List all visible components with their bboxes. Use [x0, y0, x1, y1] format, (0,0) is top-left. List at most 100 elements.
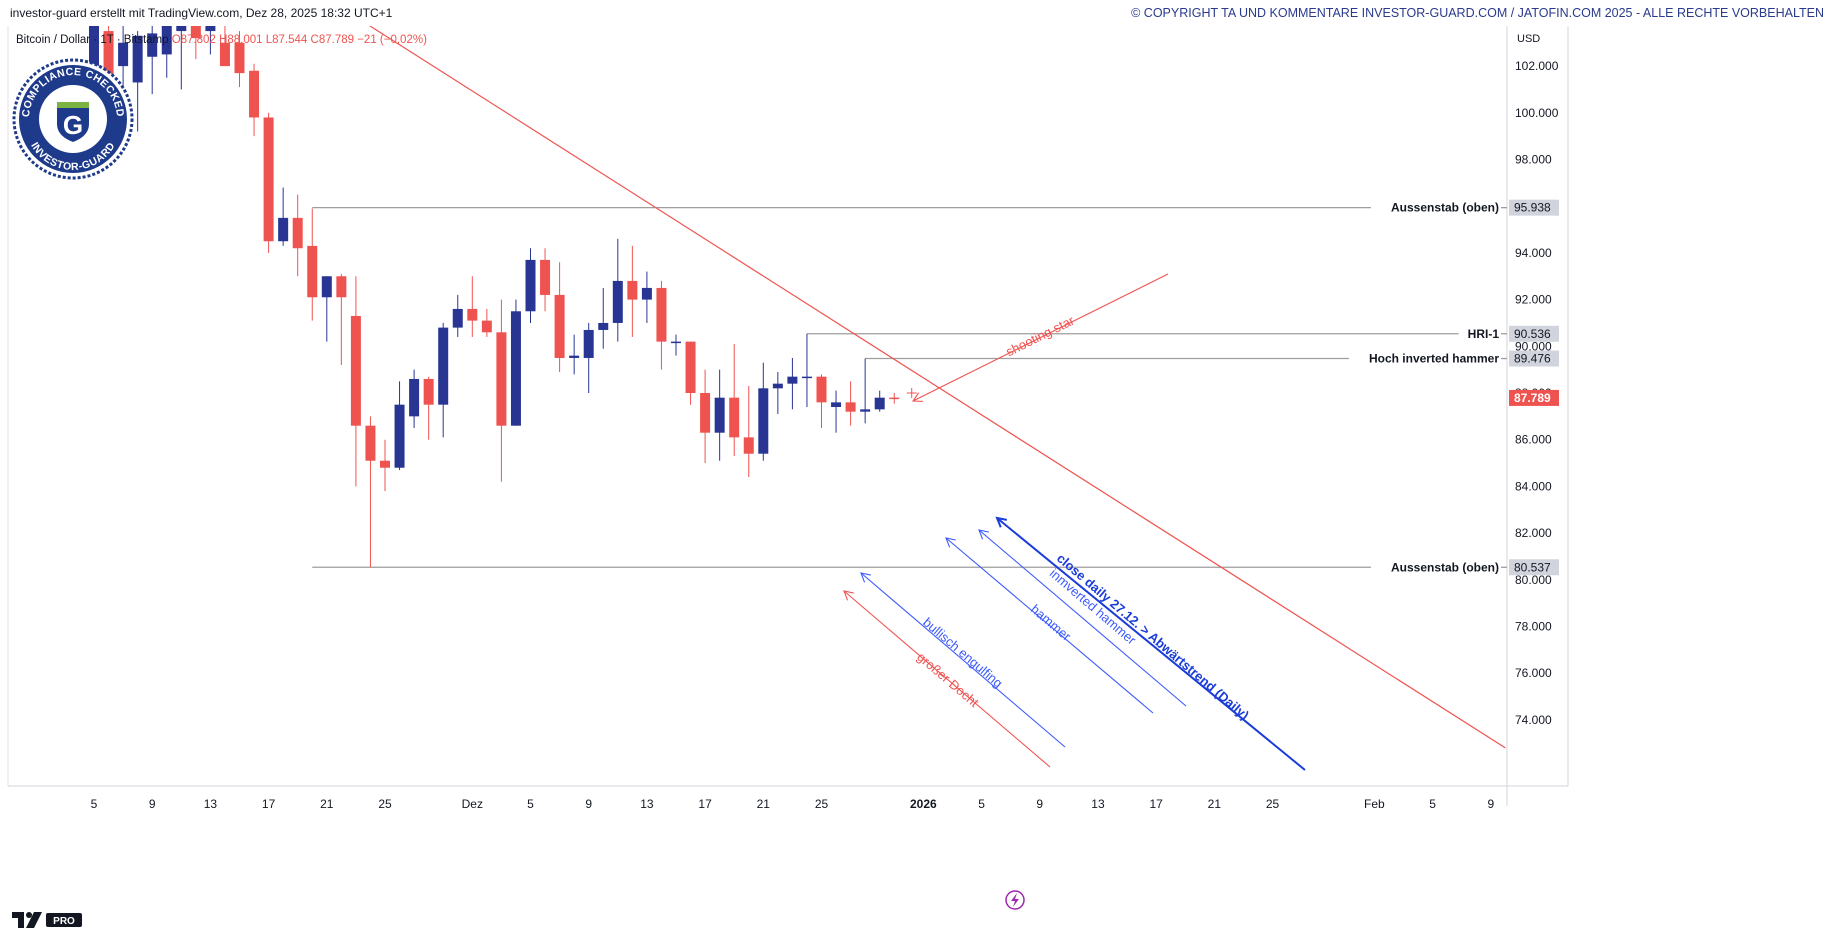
- x-tick-label: 25: [1266, 797, 1280, 811]
- candle-body[interactable]: [685, 341, 696, 393]
- candle-body[interactable]: [467, 308, 478, 321]
- candle-body[interactable]: [540, 259, 551, 295]
- candle-body[interactable]: [743, 437, 754, 454]
- candle-body[interactable]: [860, 409, 871, 412]
- candle-body[interactable]: [103, 31, 114, 90]
- candle-body[interactable]: [714, 397, 725, 433]
- candle-body[interactable]: [525, 259, 536, 312]
- symbol-name[interactable]: Bitcoin / Dollar · 1T · Bitstamp: [16, 34, 169, 46]
- candle-body[interactable]: [496, 332, 507, 426]
- candle-body[interactable]: [583, 329, 594, 358]
- candle-body[interactable]: [627, 280, 638, 300]
- candle-body[interactable]: [409, 378, 420, 417]
- tv-pro-label: PRO: [53, 916, 75, 927]
- candle-body[interactable]: [772, 383, 783, 389]
- candle-body[interactable]: [729, 397, 740, 438]
- candle-body[interactable]: [350, 315, 361, 426]
- candle-body[interactable]: [263, 117, 274, 242]
- attribution-text: investor-guard erstellt mit TradingView.…: [10, 6, 393, 20]
- y-tick-label: 78.000: [1515, 620, 1552, 634]
- candle-body[interactable]: [118, 42, 129, 67]
- candle-body[interactable]: [801, 376, 812, 379]
- candle-body[interactable]: [365, 425, 376, 461]
- candle-body[interactable]: [89, 19, 99, 78]
- x-tick-label: 17: [1149, 797, 1163, 811]
- candle-body[interactable]: [292, 217, 303, 249]
- hammer-arrow[interactable]: [945, 537, 1154, 714]
- y-tick-label: 102.000: [1515, 59, 1559, 73]
- candle-body[interactable]: [481, 320, 492, 333]
- inverted-hammer-arrow[interactable]: [978, 529, 1187, 707]
- close-daily-arrow[interactable]: [996, 517, 1306, 771]
- lightning-icon[interactable]: [1005, 890, 1025, 910]
- x-tick-label: 21: [320, 797, 334, 811]
- badge-letter: G: [63, 110, 83, 140]
- level-label: Aussenstab (oben): [1391, 201, 1499, 215]
- candle-body[interactable]: [700, 393, 711, 433]
- x-tick-label: 9: [1036, 797, 1043, 811]
- candle-body[interactable]: [278, 217, 289, 242]
- level-price-box: [1509, 350, 1559, 367]
- bullisch-engulfing-arrow[interactable]: [860, 572, 1066, 748]
- candle-body[interactable]: [569, 355, 580, 358]
- candle-body[interactable]: [787, 376, 798, 384]
- close-daily-label: close daily 27.12. > Abwärtstrend (Daily…: [1054, 550, 1252, 722]
- inverted-hammer-arrow-head: [978, 529, 989, 540]
- x-tick-label: Dez: [462, 797, 483, 811]
- candle-body[interactable]: [845, 402, 856, 412]
- x-tick-label: 9: [149, 797, 156, 811]
- level-price-box: [1509, 199, 1559, 216]
- candle-body[interactable]: [423, 378, 434, 405]
- candle-body[interactable]: [161, 19, 172, 55]
- bullisch-engulfing-label: bullisch engulfing: [920, 614, 1006, 690]
- grosser-docht-arrow[interactable]: [843, 590, 1051, 768]
- candle-body[interactable]: [249, 70, 260, 118]
- y-tick-label: 90.000: [1515, 339, 1552, 353]
- y-tick-label: 82.000: [1515, 526, 1552, 540]
- candle-body[interactable]: [176, 15, 187, 32]
- candle-body[interactable]: [380, 460, 390, 468]
- shooting-star-arrow[interactable]: [912, 273, 1169, 402]
- candle-body[interactable]: [656, 287, 667, 342]
- candle-body[interactable]: [234, 42, 245, 74]
- shooting-star-label: shooting star: [1003, 312, 1077, 359]
- candle-body[interactable]: [612, 280, 623, 323]
- y-tick-label: 84.000: [1515, 479, 1552, 493]
- candle-body[interactable]: [219, 42, 230, 67]
- candle-body[interactable]: [554, 294, 565, 358]
- x-tick-label: 5: [91, 797, 98, 811]
- candle-body[interactable]: [831, 402, 842, 408]
- candle-body[interactable]: [510, 311, 521, 426]
- candle-body[interactable]: [321, 276, 332, 298]
- candle-body[interactable]: [336, 276, 347, 298]
- hammer-arrow-head: [945, 537, 956, 548]
- hammer-label: hammer: [1028, 601, 1075, 644]
- candle-body[interactable]: [874, 397, 885, 410]
- candle-body[interactable]: [452, 308, 463, 328]
- candle-body[interactable]: [641, 287, 652, 300]
- candle-body[interactable]: [438, 327, 449, 405]
- grosser-docht-arrow-head: [843, 590, 854, 601]
- candle-body[interactable]: [598, 322, 609, 330]
- level-price-label: 80.537: [1514, 560, 1551, 574]
- candle-body[interactable]: [205, 19, 216, 32]
- candle-body[interactable]: [132, 35, 143, 83]
- candle-body[interactable]: [190, 24, 201, 39]
- candle-body[interactable]: [147, 33, 158, 57]
- level-price-box: [1509, 559, 1559, 576]
- tradingview-logo-icon[interactable]: PRO: [12, 910, 84, 935]
- x-tick-label: 13: [1091, 797, 1105, 811]
- x-tick-label: 13: [640, 797, 654, 811]
- candle-body[interactable]: [307, 245, 318, 298]
- candle-body[interactable]: [816, 376, 827, 403]
- candle-body[interactable]: [758, 388, 769, 454]
- x-tick-label: 5: [1429, 797, 1436, 811]
- open-value: O87.802: [171, 34, 216, 46]
- y-tick-label: 86.000: [1515, 433, 1552, 447]
- candle-body[interactable]: [671, 341, 681, 344]
- downtrend-line[interactable]: [341, 8, 1506, 749]
- level-label: Aussenstab (oben): [1391, 560, 1499, 574]
- candle-body[interactable]: [394, 404, 405, 468]
- candle-body[interactable]: [889, 397, 900, 400]
